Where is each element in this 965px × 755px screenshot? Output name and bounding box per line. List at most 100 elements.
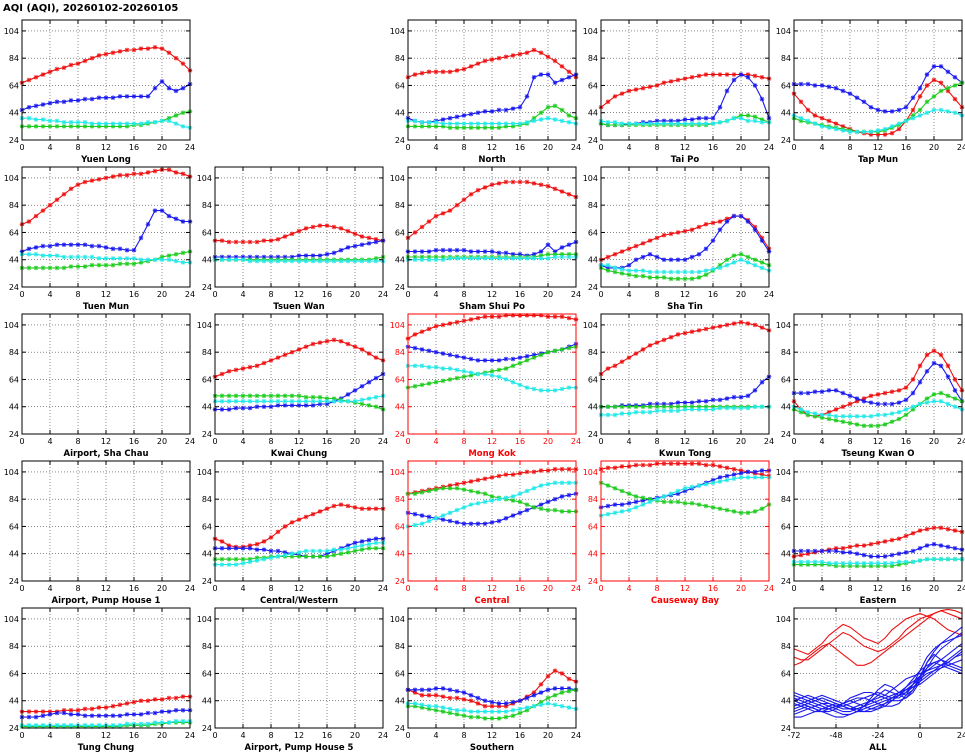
- data-point-green: [647, 404, 653, 410]
- data-point-cyan: [282, 552, 288, 558]
- data-point-cyan: [454, 707, 460, 713]
- data-point-red: [647, 462, 653, 468]
- data-point-cyan: [559, 254, 565, 260]
- data-point-green: [675, 404, 681, 410]
- data-point-cyan: [468, 256, 474, 261]
- data-point-red: [882, 539, 888, 544]
- data-point-cyan: [745, 118, 751, 124]
- data-point-cyan: [696, 407, 702, 412]
- data-point-cyan: [345, 258, 351, 264]
- x-tick-label: -24: [871, 731, 884, 740]
- data-point-blue: [173, 88, 179, 94]
- data-point-red: [33, 709, 39, 714]
- data-point-red: [468, 317, 474, 322]
- data-point-blue: [826, 388, 832, 393]
- data-point-blue: [454, 688, 460, 694]
- data-point-green: [503, 714, 509, 720]
- data-point-cyan: [559, 703, 565, 709]
- data-point-red: [612, 251, 618, 257]
- x-tick-label: -48: [829, 731, 842, 740]
- data-point-red: [138, 46, 144, 51]
- data-point-red: [482, 476, 488, 482]
- data-point-cyan: [261, 398, 267, 404]
- data-point-red: [812, 113, 818, 118]
- data-point-blue: [352, 388, 358, 393]
- data-point-green: [840, 419, 846, 425]
- y-tick-label: 64: [395, 228, 405, 237]
- y-tick-label: 24: [781, 430, 791, 439]
- data-point-green: [545, 349, 551, 355]
- data-point-cyan: [889, 411, 895, 416]
- data-point-blue: [759, 379, 765, 385]
- data-point-green: [433, 487, 439, 492]
- data-point-blue: [566, 242, 572, 248]
- data-point-blue: [159, 709, 165, 714]
- panel-title: Tsuen Wan: [273, 302, 324, 312]
- data-point-red: [447, 208, 453, 213]
- data-point-green: [738, 510, 744, 516]
- data-point-red: [910, 530, 916, 536]
- data-point-blue: [724, 473, 730, 479]
- data-point-red: [345, 341, 351, 347]
- data-point-cyan: [524, 385, 530, 390]
- x-tick-label: 8: [461, 143, 466, 152]
- x-tick-label: 20: [157, 437, 167, 446]
- data-point-blue: [538, 502, 544, 507]
- x-tick-label: 8: [268, 290, 273, 299]
- data-point-red: [559, 64, 565, 69]
- x-tick-label: 8: [268, 731, 273, 740]
- data-point-green: [173, 251, 179, 257]
- data-point-red: [952, 528, 958, 533]
- data-point-red: [359, 234, 365, 239]
- data-point-blue: [896, 551, 902, 557]
- data-point-blue: [75, 98, 81, 103]
- data-point-red: [689, 227, 695, 233]
- data-point-red: [282, 234, 288, 239]
- y-tick-label: 84: [395, 642, 405, 651]
- data-point-green: [524, 358, 530, 363]
- data-point-cyan: [461, 256, 467, 261]
- data-point-cyan: [412, 257, 418, 263]
- data-point-blue: [145, 94, 151, 99]
- data-point-cyan: [68, 119, 74, 125]
- x-tick-label: 20: [929, 143, 939, 152]
- data-point-cyan: [68, 254, 74, 260]
- x-tick-label: 24: [185, 437, 195, 446]
- data-point-cyan: [633, 409, 639, 415]
- data-point-green: [559, 509, 565, 514]
- data-point-red: [261, 360, 267, 366]
- data-point-green: [324, 554, 330, 559]
- data-point-cyan: [752, 262, 758, 268]
- data-point-red: [454, 695, 460, 701]
- data-point-red: [889, 130, 895, 136]
- x-tick-label: 8: [461, 584, 466, 593]
- data-point-cyan: [840, 560, 846, 566]
- data-point-red: [226, 368, 232, 374]
- data-point-red: [724, 322, 730, 328]
- data-point-blue: [752, 83, 758, 88]
- x-tick-label: 8: [654, 143, 659, 152]
- data-point-blue: [124, 94, 130, 99]
- data-point-red: [496, 55, 502, 61]
- data-point-blue: [703, 246, 709, 252]
- data-point-blue: [745, 74, 751, 80]
- data-point-red: [910, 377, 916, 382]
- data-point-blue: [26, 714, 32, 720]
- data-point-blue: [412, 687, 418, 693]
- data-point-red: [619, 359, 625, 365]
- data-point-blue: [566, 492, 572, 498]
- data-point-blue: [82, 96, 88, 102]
- x-tick-label: 12: [487, 290, 497, 299]
- data-point-blue: [868, 104, 874, 110]
- y-tick-label: 84: [202, 642, 212, 651]
- data-point-green: [475, 714, 481, 720]
- y-tick-label: 64: [588, 522, 598, 531]
- data-point-green: [738, 251, 744, 257]
- data-point-cyan: [433, 119, 439, 125]
- data-point-blue: [254, 547, 260, 552]
- y-tick-label: 64: [395, 669, 405, 678]
- data-point-red: [675, 332, 681, 337]
- data-point-blue: [724, 396, 730, 401]
